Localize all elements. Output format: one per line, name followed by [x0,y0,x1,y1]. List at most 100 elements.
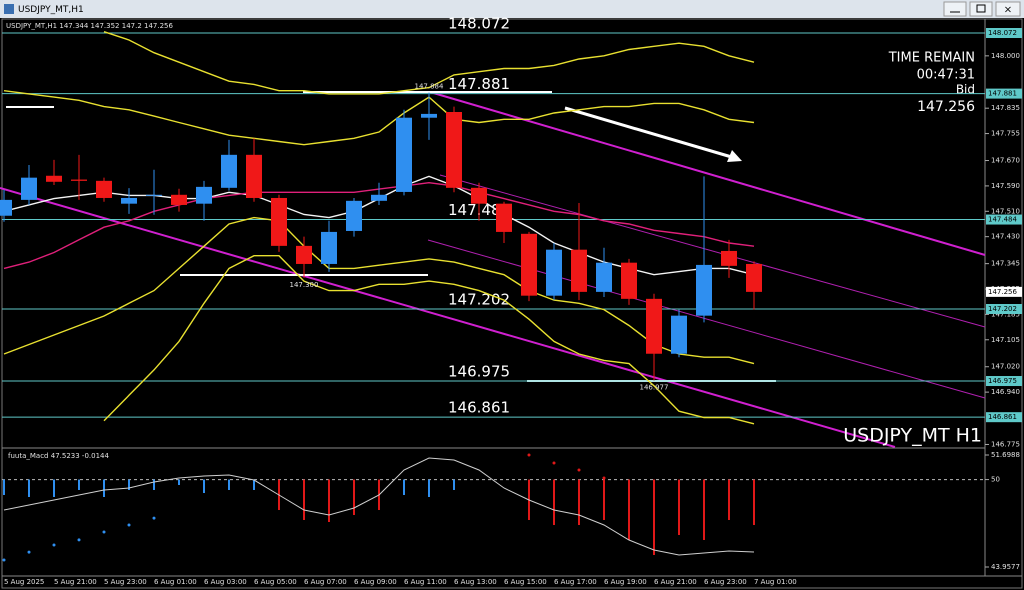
minimize-button[interactable] [943,1,967,17]
x-tick-label: 6 Aug 23:00 [704,578,747,586]
level-label: 147.202 [448,291,510,309]
candle-body [296,245,312,264]
level-tag [986,304,1022,315]
trendline [439,174,986,328]
bid-tag [986,286,1022,297]
level-label: 148.072 [448,15,510,33]
candle-body [446,111,462,188]
macd-title: fuuta_Macd [8,452,49,460]
x-tick-label: 6 Aug 21:00 [654,578,697,586]
candle-body [321,231,337,264]
symbol: USDJPY_MT,H1 [6,22,57,30]
chart-header: USDJPY_MT,H1 147.344 147.352 147.2 147.2… [6,22,174,30]
level-tag-label: 147.881 [988,90,1017,98]
level-tag [986,88,1022,99]
window-buttons[interactable]: × [943,1,1021,17]
extreme-label: 147.884 [415,83,444,91]
close-glyph: × [1004,5,1012,16]
candle-body [721,250,737,266]
x-tick-label: 6 Aug 13:00 [454,578,497,586]
restore-glyph [976,4,986,13]
level-tag-label: 147.202 [988,305,1017,313]
candle-body [671,315,687,354]
bid-label: Bid [956,83,975,97]
last-open: 147.344 [59,22,88,30]
bid-tag-label: 147.256 [988,288,1017,296]
macd-bar [753,479,755,526]
level-tag-label: 147.484 [988,216,1017,224]
restore-button[interactable] [969,1,993,17]
x-tick-label: 6 Aug 03:00 [204,578,247,586]
candle-body [71,179,87,181]
macd-bar [428,479,430,497]
x-tick-label: 6 Aug 05:00 [254,578,297,586]
level-tag-label: 148.072 [988,29,1017,37]
y-tick-label: 147.835 [991,104,1020,112]
y-tick-label: 148.000 [991,52,1020,60]
trendline [0,187,896,448]
macd-bar [53,479,55,497]
candle-body [521,233,537,296]
candle-body [371,194,387,201]
y-tick-label: 147.020 [991,363,1020,371]
y-tick-label: 147.590 [991,182,1020,190]
candle-body [346,200,362,231]
macd-bar [678,479,680,536]
candle-body [496,203,512,232]
level-tag-label: 146.861 [988,413,1017,421]
macd-bar [253,479,255,490]
chart-frame [1,18,1023,589]
arrow-head [727,150,742,162]
y-tick-label: 147.755 [991,130,1020,138]
y-tick-label: 147.185 [991,310,1020,318]
macd-dot [27,550,31,554]
macd-reading: 47.5233 [51,452,80,460]
y-tick-label: 51.6988 [991,451,1020,459]
candle-body [121,197,137,204]
candle-body [0,199,12,216]
level-tag-label: 146.975 [988,377,1017,385]
indicator-line [103,255,755,425]
level-tag [986,412,1022,423]
macd-bar [178,479,180,486]
time-remain-label: TIME REMAIN [888,51,975,66]
level-tag [986,214,1022,225]
y-tick-label: 147.430 [991,233,1020,241]
x-tick-label: 6 Aug 15:00 [504,578,547,586]
candle-body [96,180,112,198]
y-tick-label: 146.775 [991,440,1020,448]
macd-bar [78,479,80,490]
extreme-label: 147.300 [290,281,319,289]
x-tick-label: 5 Aug 21:00 [54,578,97,586]
x-tick-label: 6 Aug 07:00 [304,578,347,586]
macd-header: fuuta_Macd 47.5233 -0.0144 [8,452,109,460]
last-close: 147.256 [144,22,173,30]
title-bar [0,0,1024,18]
candle-body [171,194,187,205]
window-icon [4,4,14,14]
macd-bar [3,479,5,496]
macd-bar [353,479,355,515]
candle-body [246,154,262,198]
macd-bar [128,479,130,490]
macd-dot [152,516,156,520]
macd-bar [553,479,555,526]
macd-dot [552,461,556,465]
candle-body [196,186,212,204]
x-tick-label: 6 Aug 11:00 [404,578,447,586]
symbol-label: USDJPY_MT H1 [843,425,982,447]
x-tick-label: 7 Aug 01:00 [754,578,797,586]
macd-bar [228,479,230,490]
macd-bar [453,479,455,490]
level-label: 146.861 [448,399,510,417]
macd-bar [603,479,605,521]
candle-body [146,194,162,196]
x-tick-label: 5 Aug 2025 [4,578,44,586]
macd-dot [527,453,531,457]
close-button[interactable] [995,1,1021,17]
window-title: USDJPY_MT,H1 [18,5,84,15]
macd-dot [577,468,581,472]
candle-body [546,249,562,296]
x-tick-label: 6 Aug 17:00 [554,578,597,586]
